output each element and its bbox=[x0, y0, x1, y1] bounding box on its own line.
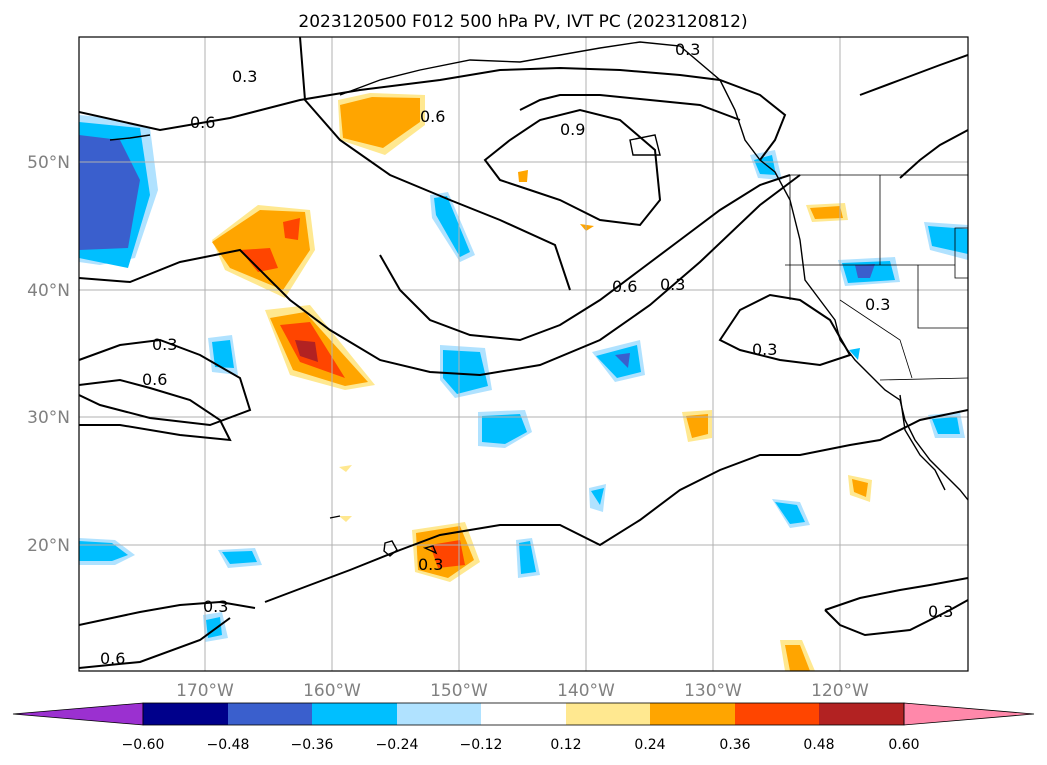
lon-label-120w: 120°W bbox=[811, 681, 869, 701]
contour-label-north-06: 0.6 bbox=[420, 107, 445, 126]
contour-label-top-03: 0.3 bbox=[232, 67, 257, 86]
contour-label-coast-03: 0.3 bbox=[865, 295, 890, 314]
colorbar-tick-10: 0.60 bbox=[888, 737, 919, 753]
colorbar-tick-8: 0.36 bbox=[719, 737, 750, 753]
colorbar-swatch-4 bbox=[397, 703, 481, 725]
colorbar-tick-2: −0.48 bbox=[207, 737, 250, 753]
lon-label-170w: 170°W bbox=[176, 681, 234, 701]
contour-label-east-03: 0.3 bbox=[752, 340, 777, 359]
lat-label-50n: 50°N bbox=[27, 153, 70, 173]
lat-label-40n: 40°N bbox=[27, 281, 70, 301]
map-title: 2023120500 F012 500 hPa PV, IVT PC (2023… bbox=[298, 12, 747, 32]
colorbar-tick-4: −0.24 bbox=[376, 737, 419, 753]
contour-label-nw-06: 0.6 bbox=[190, 113, 215, 132]
colorbar-tick-9: 0.48 bbox=[803, 737, 834, 753]
contour-label-sw-03: 0.3 bbox=[203, 597, 228, 616]
map-panel: 0.3 0.3 0.6 0.6 0.9 0.6 0.3 0.3 0.6 0.3 … bbox=[78, 36, 969, 672]
colorbar-tick-7: 0.24 bbox=[634, 737, 665, 753]
colorbar-tick-3: −0.36 bbox=[291, 737, 334, 753]
colorbar-swatch-7 bbox=[650, 703, 735, 725]
contour-label-jet-06: 0.6 bbox=[612, 277, 637, 296]
contour-label-se-03: 0.3 bbox=[928, 602, 953, 621]
latitude-labels: 50°N 40°N 30°N 20°N bbox=[27, 153, 70, 556]
colorbar-swatch-5 bbox=[481, 703, 566, 725]
contour-label-west-03: 0.3 bbox=[152, 335, 177, 354]
colorbar-swatch-3 bbox=[312, 703, 397, 725]
colorbar: −0.60 −0.48 −0.36 −0.24 −0.12 0.12 0.24 … bbox=[12, 702, 1035, 753]
contour-labels: 0.3 0.3 0.6 0.6 0.9 0.6 0.3 0.3 0.6 0.3 … bbox=[100, 40, 953, 668]
contour-label-ridge-09: 0.9 bbox=[560, 120, 585, 139]
longitude-labels: 170°W 160°W 150°W 140°W 130°W 120°W bbox=[176, 681, 869, 701]
contour-label-west-06: 0.6 bbox=[142, 370, 167, 389]
colorbar-max-extend bbox=[903, 702, 1035, 726]
colorbar-tick-1: −0.60 bbox=[122, 737, 165, 753]
colorbar-swatch-1 bbox=[143, 703, 228, 725]
contour-label-top-right-03: 0.3 bbox=[675, 40, 700, 59]
lon-label-150w: 150°W bbox=[430, 681, 488, 701]
colorbar-swatch-2 bbox=[228, 703, 312, 725]
colorbar-tick-5: −0.12 bbox=[460, 737, 503, 753]
contour-label-hawaii-03: 0.3 bbox=[418, 555, 443, 574]
gridlines bbox=[79, 37, 968, 671]
lon-label-160w: 160°W bbox=[303, 681, 361, 701]
contour-label-sw-06: 0.6 bbox=[100, 649, 125, 668]
contour-label-jet-03: 0.3 bbox=[660, 275, 685, 294]
colorbar-swatch-6 bbox=[566, 703, 650, 725]
lon-label-140w: 140°W bbox=[557, 681, 615, 701]
colorbar-swatch-9 bbox=[819, 703, 904, 725]
map-frame bbox=[78, 36, 969, 672]
pv-shading bbox=[79, 93, 968, 671]
colorbar-min-extend bbox=[12, 702, 144, 726]
pv-contours bbox=[79, 37, 968, 669]
colorbar-swatch-8 bbox=[735, 703, 819, 725]
lon-label-130w: 130°W bbox=[684, 681, 742, 701]
lat-label-20n: 20°N bbox=[27, 536, 70, 556]
lat-label-30n: 30°N bbox=[27, 408, 70, 428]
colorbar-tick-6: 0.12 bbox=[550, 737, 581, 753]
